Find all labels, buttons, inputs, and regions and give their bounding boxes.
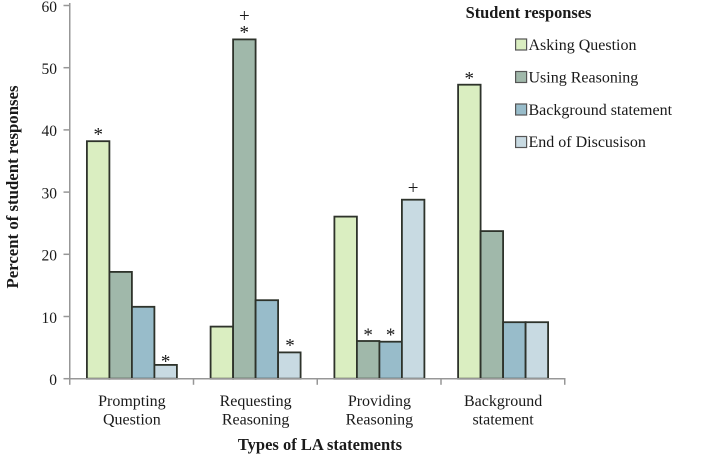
svg-text:*: * <box>161 352 171 373</box>
svg-text:Background: Background <box>464 393 542 410</box>
svg-text:50: 50 <box>42 61 58 78</box>
svg-text:statement: statement <box>472 411 534 428</box>
svg-text:Types of LA statements: Types of LA statements <box>238 435 403 454</box>
svg-text:Background statement: Background statement <box>529 102 673 119</box>
svg-text:Percent of student responses: Percent of student responses <box>3 85 22 289</box>
svg-text:End of Discusison: End of Discusison <box>529 134 646 151</box>
svg-text:*: * <box>465 69 475 90</box>
svg-text:10: 10 <box>42 310 58 327</box>
svg-text:Reasoning: Reasoning <box>222 411 290 428</box>
svg-text:0: 0 <box>49 372 57 389</box>
svg-text:30: 30 <box>42 185 58 202</box>
svg-text:40: 40 <box>42 123 58 140</box>
svg-text:60: 60 <box>42 0 58 16</box>
svg-text:20: 20 <box>42 248 58 265</box>
svg-text:Asking Question: Asking Question <box>529 37 637 54</box>
svg-text:Prompting: Prompting <box>98 393 166 410</box>
svg-text:*: * <box>240 23 250 44</box>
svg-text:*: * <box>285 336 295 357</box>
svg-text:+: + <box>408 178 419 199</box>
svg-text:+: + <box>239 6 250 27</box>
svg-text:Using Reasoning: Using Reasoning <box>529 70 639 87</box>
svg-text:*: * <box>386 325 396 346</box>
svg-text:Reasoning: Reasoning <box>346 411 414 428</box>
svg-text:*: * <box>363 325 373 346</box>
svg-text:Requesting: Requesting <box>220 393 292 410</box>
svg-text:Question: Question <box>103 411 161 428</box>
svg-text:Providing: Providing <box>348 393 411 410</box>
svg-text:*: * <box>93 125 103 146</box>
svg-text:Student responses: Student responses <box>466 3 592 22</box>
